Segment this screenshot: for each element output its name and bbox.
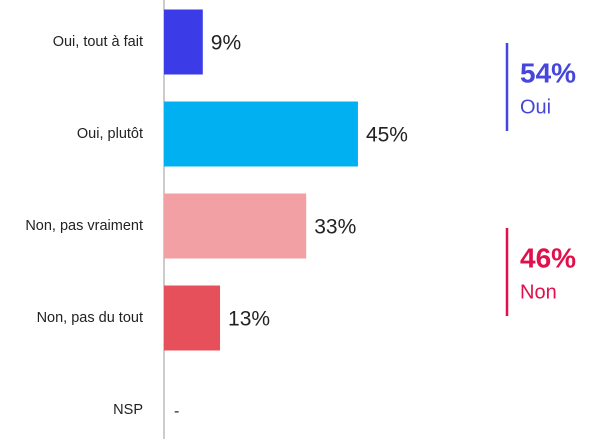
- summary-name: Non: [520, 281, 557, 303]
- value-label: 13%: [228, 308, 270, 331]
- category-label: Non, pas du tout: [37, 310, 143, 326]
- summary-value: 54%: [520, 57, 576, 88]
- category-label: NSP: [113, 402, 143, 418]
- bar: [164, 101, 358, 167]
- bar: [164, 193, 307, 259]
- category-label: Non, pas vraiment: [25, 218, 143, 234]
- value-label: 45%: [366, 124, 408, 147]
- value-label: -: [174, 403, 179, 420]
- bar: [164, 9, 203, 75]
- summary-name: Oui: [520, 96, 551, 118]
- value-label: 9%: [211, 32, 241, 55]
- category-label: Oui, tout à fait: [53, 34, 143, 50]
- bar: [164, 285, 221, 351]
- category-label: Oui, plutôt: [77, 126, 143, 142]
- summary-value: 46%: [520, 242, 576, 273]
- value-label: 33%: [314, 216, 356, 239]
